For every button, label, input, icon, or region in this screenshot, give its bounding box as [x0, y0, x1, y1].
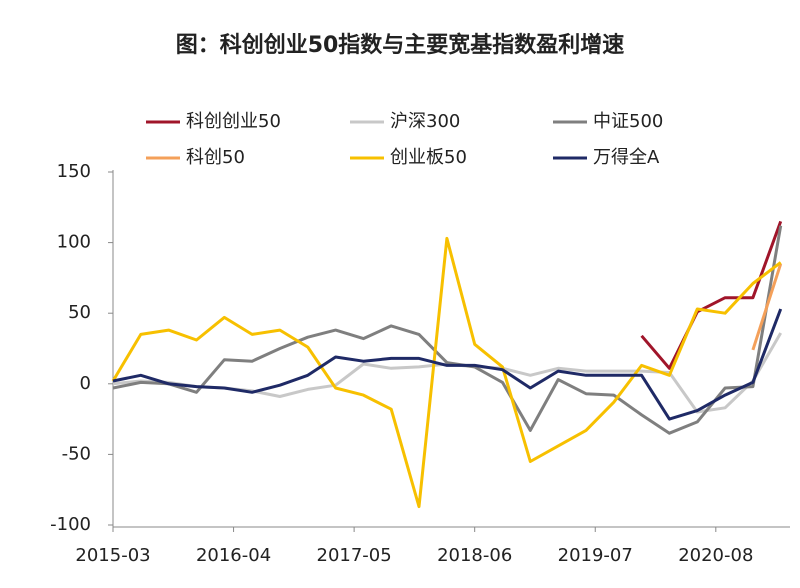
x-tick-label: 2017-05: [317, 545, 392, 566]
y-tick-label: 0: [80, 373, 91, 394]
legend-label: 创业板50: [390, 147, 467, 168]
y-tick-label: -50: [62, 443, 91, 464]
x-tick-label: 2018-06: [437, 545, 512, 566]
legend-label: 万得全A: [593, 147, 660, 168]
x-tick-label: 2015-03: [75, 545, 150, 566]
x-tick-label: 2019-07: [558, 545, 633, 566]
x-tick-label: 2020-08: [678, 545, 753, 566]
y-tick-label: -100: [50, 514, 91, 535]
y-tick-label: 150: [57, 161, 91, 182]
chart-title: 图：科创创业50指数与主要宽基指数盈利增速: [176, 32, 625, 58]
series-line: [112, 225, 783, 435]
legend-label: 沪深300: [390, 111, 460, 132]
series-line: [112, 308, 783, 421]
y-tick-label: 50: [68, 302, 91, 323]
x-tick-label: 2016-04: [196, 545, 271, 566]
series-line: [640, 220, 783, 370]
series-line: [111, 236, 782, 509]
legend-label: 中证500: [593, 111, 663, 132]
y-tick-label: 100: [57, 232, 91, 253]
legend-label: 科创创业50: [186, 111, 281, 132]
series-line: [751, 263, 783, 351]
legend-label: 科创50: [186, 147, 245, 168]
